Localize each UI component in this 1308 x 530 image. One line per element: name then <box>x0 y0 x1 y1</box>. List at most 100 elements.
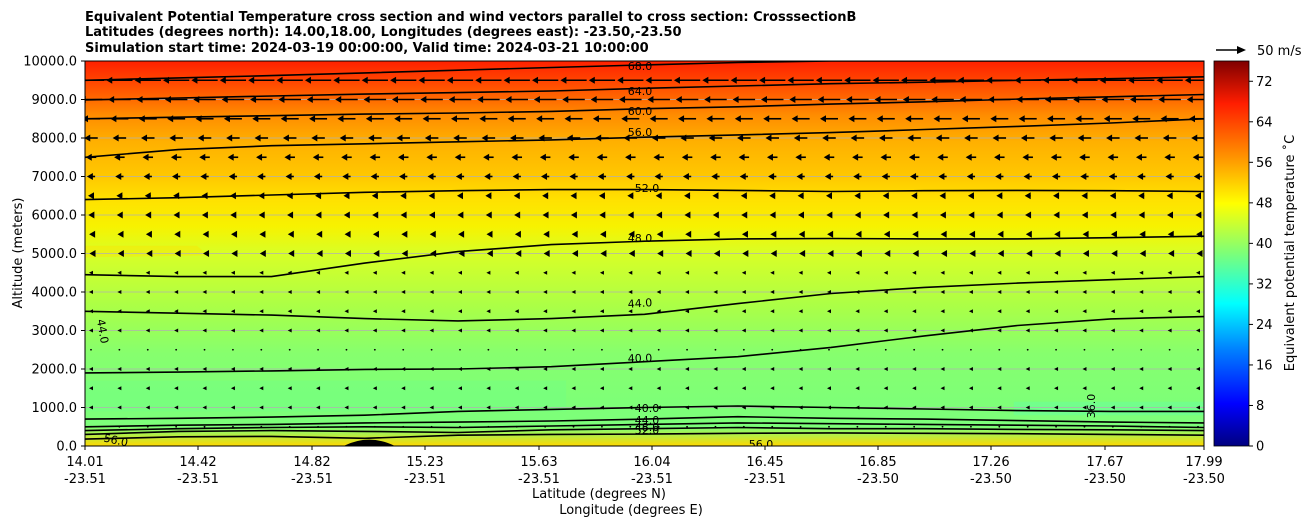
wind-vector <box>1111 425 1114 428</box>
wind-vector <box>259 405 264 410</box>
wind-vector-head <box>969 230 976 238</box>
wind-vector-head <box>995 173 1002 180</box>
wind-vector <box>401 328 406 333</box>
wind-vector <box>1054 386 1059 391</box>
wind-vector-head <box>313 173 320 180</box>
wind-vector-head <box>309 115 316 123</box>
wind-vector-head <box>193 96 200 103</box>
wind-vector-head <box>1196 230 1203 238</box>
wind-vector-head <box>824 173 831 180</box>
wind-vector <box>968 386 973 391</box>
wind-vector <box>174 328 179 333</box>
wind-vector <box>572 425 575 428</box>
y-tick-label: 3000.0 <box>32 324 78 339</box>
wind-vector-head <box>570 211 577 219</box>
wind-vector <box>741 328 746 333</box>
wind-vector-head <box>787 76 794 84</box>
wind-vector-head <box>796 173 803 180</box>
wind-vector-head <box>1054 230 1061 238</box>
wind-vector-head <box>997 230 1004 238</box>
wind-vector-head <box>706 115 713 123</box>
wind-vector <box>344 290 349 294</box>
wind-vector-head <box>1158 96 1165 103</box>
wind-vector <box>486 367 491 371</box>
wind-vector <box>770 270 775 275</box>
wind-vector-head <box>485 211 492 219</box>
wind-vector-head <box>227 153 234 161</box>
wind-vector-head <box>737 134 744 142</box>
wind-vector <box>1167 290 1172 294</box>
wind-vector <box>543 309 548 314</box>
wind-vector-head <box>511 153 518 161</box>
wind-vector-head <box>231 250 238 257</box>
wind-vector-head <box>1108 173 1115 180</box>
wind-vector-head <box>912 250 919 257</box>
wind-vector-head <box>513 192 520 200</box>
wind-vector-head <box>799 250 806 257</box>
wind-vector-head <box>481 134 488 142</box>
wind-vector <box>1110 290 1115 294</box>
wind-vector-head <box>1051 173 1058 180</box>
wind-vector-head <box>88 192 94 200</box>
wind-vector <box>685 290 690 294</box>
wind-vector <box>429 405 434 410</box>
wind-vector-head <box>569 173 576 180</box>
contour-label: 36.0 <box>1085 394 1098 419</box>
wind-vector-head <box>315 192 322 200</box>
wind-vector <box>913 348 916 351</box>
wind-vector <box>827 386 831 391</box>
wind-vector-head <box>486 230 493 238</box>
wind-vector <box>968 328 973 333</box>
wind-vector-head <box>108 96 115 103</box>
wind-vector-head <box>996 192 1003 200</box>
wind-vector <box>884 425 887 428</box>
wind-vector <box>828 348 830 351</box>
wind-vector-head <box>484 173 491 180</box>
wind-vector <box>940 328 945 333</box>
wind-vector <box>656 290 661 294</box>
wind-vector-head <box>85 134 91 142</box>
wind-vector <box>175 348 178 351</box>
contour-label: 56.0 <box>749 438 774 451</box>
wind-vector <box>230 405 235 410</box>
wind-vector <box>430 425 433 428</box>
wind-vector-head <box>742 250 749 257</box>
wind-vector-head <box>929 76 936 84</box>
wind-vector-head <box>713 250 720 257</box>
y-axis: 0.0 1000.0 2000.0 3000.0 4000.0 5000.0 6000.0 7… <box>23 55 85 455</box>
wind-vector-head <box>370 173 377 180</box>
wind-vector <box>1025 270 1030 275</box>
colorbar-tick-label: 72 <box>1256 75 1273 90</box>
wind-vector <box>287 309 292 314</box>
wind-vector-head <box>116 211 123 219</box>
wind-vector-head <box>1160 115 1167 123</box>
wind-vector-head <box>254 134 261 142</box>
wind-vector-head <box>201 211 208 219</box>
wind-vector <box>770 405 775 410</box>
contour-label: 44.0 <box>627 296 652 311</box>
wind-vector-head <box>390 76 397 84</box>
wind-vector-head <box>1128 76 1135 84</box>
wind-vector-head <box>1129 96 1136 103</box>
wind-vector <box>458 328 462 333</box>
wind-vector <box>968 309 973 314</box>
wind-vector-head <box>797 192 804 200</box>
x-tick-label-lat: 14.01 <box>66 455 103 470</box>
wind-vector <box>912 309 917 314</box>
terrain-hill <box>343 439 395 446</box>
x-tick-label-lat: 17.99 <box>1185 455 1222 470</box>
wind-vector <box>117 290 122 294</box>
wind-vector <box>174 405 179 410</box>
wind-vector <box>543 270 548 275</box>
wind-vector <box>855 386 860 391</box>
wind-vector <box>883 367 888 371</box>
wind-vector <box>571 290 576 294</box>
wind-vector <box>260 425 263 428</box>
wind-vector-head <box>117 230 124 238</box>
wind-vector-head <box>144 192 151 200</box>
wind-vector <box>1054 290 1059 294</box>
wind-vector <box>1139 386 1144 391</box>
wind-vector <box>713 270 718 275</box>
wind-vector <box>599 386 604 391</box>
contour-label: 56.0 <box>628 126 653 139</box>
